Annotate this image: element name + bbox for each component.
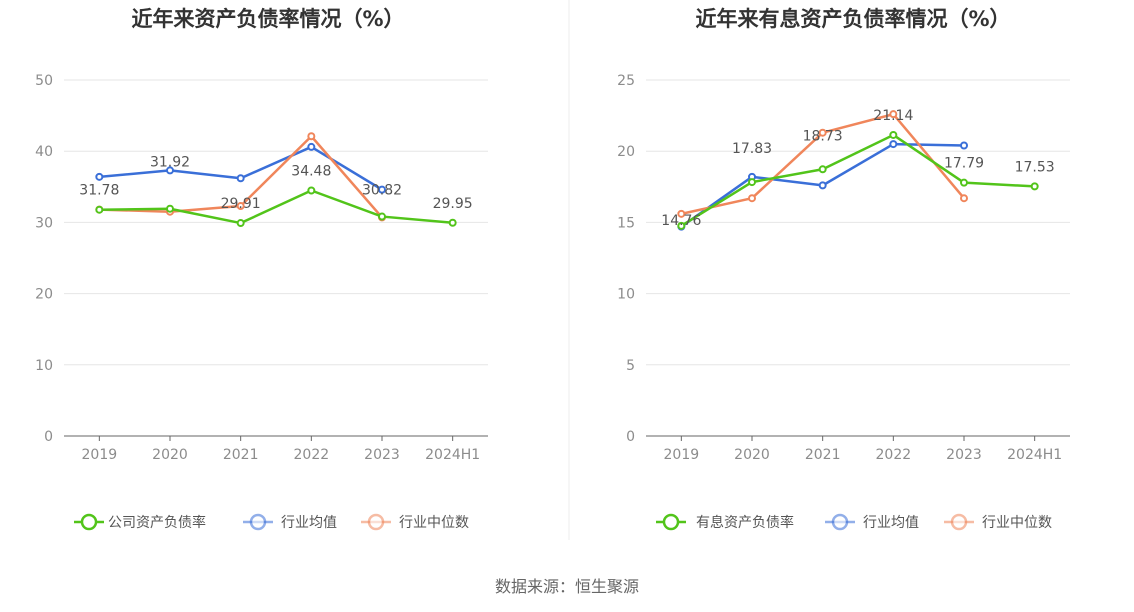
- x-tick-label: 2019: [664, 447, 700, 463]
- data-point: [960, 194, 968, 203]
- data-label: 17.79: [944, 156, 984, 172]
- y-tick-label: 20: [35, 287, 53, 303]
- data-point: [818, 128, 827, 137]
- chart-title: 近年来资产负债率情况（%）: [131, 7, 404, 31]
- legend-swatch-marker[interactable]: [80, 513, 98, 531]
- data-source: 数据来源：恒生聚源: [495, 577, 639, 596]
- data-point: [889, 140, 898, 149]
- x-tick-label: 2023: [364, 447, 400, 463]
- y-tick-label: 5: [626, 358, 635, 374]
- y-tick-label: 10: [617, 287, 635, 303]
- y-tick-label: 0: [626, 429, 635, 445]
- data-point: [166, 166, 174, 175]
- data-point: [889, 130, 898, 139]
- legend-item-label[interactable]: 有息资产负债率: [696, 514, 794, 531]
- debt-ratio-chart: 近年来资产负债率情况（%） 0 10 20 30 40 50 2019 2020 2021 2022…: [35, 7, 488, 531]
- series-line: [680, 133, 1035, 227]
- data-label: 31.92: [150, 155, 190, 171]
- x-tick-label: 2020: [152, 447, 188, 463]
- legend-swatch-marker[interactable]: [662, 513, 680, 531]
- data-label: 21.14: [873, 108, 913, 124]
- x-tick-label: 2024H1: [1007, 447, 1062, 463]
- legend-item-label[interactable]: 行业中位数: [399, 515, 469, 531]
- y-tick-label: 50: [35, 73, 53, 89]
- legend-swatch-marker[interactable]: [367, 513, 385, 531]
- data-point: [748, 194, 756, 203]
- data-label: 14.76: [661, 213, 701, 229]
- data-point: [448, 218, 457, 227]
- data-point: [1030, 182, 1039, 191]
- data-label: 17.83: [732, 141, 772, 157]
- y-tick-label: 10: [35, 358, 53, 374]
- x-tick-label: 2020: [734, 447, 770, 463]
- x-tick-label: 2024H1: [425, 447, 480, 463]
- data-label: 34.48: [291, 164, 331, 180]
- data-point: [236, 174, 245, 183]
- data-point: [378, 185, 386, 194]
- data-point: [889, 110, 898, 119]
- data-point: [818, 165, 827, 174]
- x-tick-label: 2021: [223, 447, 259, 463]
- legend-item-label[interactable]: 行业均值: [281, 515, 337, 531]
- data-point: [748, 178, 756, 187]
- x-tick-label: 2023: [946, 447, 982, 463]
- data-point: [95, 172, 104, 181]
- legend-swatch-marker[interactable]: [249, 513, 267, 531]
- data-label: 29.95: [433, 196, 473, 212]
- data-point: [307, 186, 316, 195]
- data-label: 29.91: [221, 196, 261, 212]
- x-tick-label: 2022: [876, 447, 912, 463]
- data-point: [677, 221, 686, 230]
- y-tick-label: 30: [35, 215, 53, 231]
- data-point: [378, 212, 386, 221]
- data-point: [677, 209, 686, 218]
- data-label: 18.73: [803, 128, 843, 144]
- legend-item-label[interactable]: 行业中位数: [982, 515, 1052, 531]
- legend-swatch-marker[interactable]: [950, 513, 968, 531]
- y-tick-label: 20: [617, 144, 635, 160]
- y-tick-label: 25: [617, 73, 635, 89]
- chart-title: 近年来有息资产负债率情况（%）: [695, 7, 1010, 31]
- legend-item-label[interactable]: 行业均值: [863, 515, 919, 531]
- x-tick-label: 2019: [82, 447, 118, 463]
- legend-swatch-marker[interactable]: [831, 513, 849, 531]
- y-tick-label: 15: [617, 215, 635, 231]
- data-point: [960, 178, 968, 187]
- data-point: [95, 205, 104, 214]
- data-point: [307, 132, 316, 141]
- interest-debt-ratio-chart: 近年来有息资产负债率情况（%） 0 5 10 15 20 25 2019 2020 2021 202…: [617, 7, 1070, 531]
- data-point: [307, 142, 316, 151]
- y-tick-label: 0: [44, 429, 53, 445]
- data-label: 30.82: [362, 183, 402, 199]
- legend-item-label[interactable]: 公司资产负债率: [108, 514, 206, 531]
- x-tick-label: 2021: [805, 447, 841, 463]
- data-point: [960, 141, 968, 150]
- data-point: [236, 202, 245, 211]
- data-point: [166, 204, 174, 213]
- data-label: 31.78: [79, 183, 119, 199]
- y-tick-label: 40: [35, 144, 53, 160]
- series-line: [99, 189, 453, 225]
- data-label: 17.53: [1015, 159, 1055, 175]
- data-point: [818, 181, 827, 190]
- x-tick-label: 2022: [294, 447, 330, 463]
- data-point: [236, 219, 245, 228]
